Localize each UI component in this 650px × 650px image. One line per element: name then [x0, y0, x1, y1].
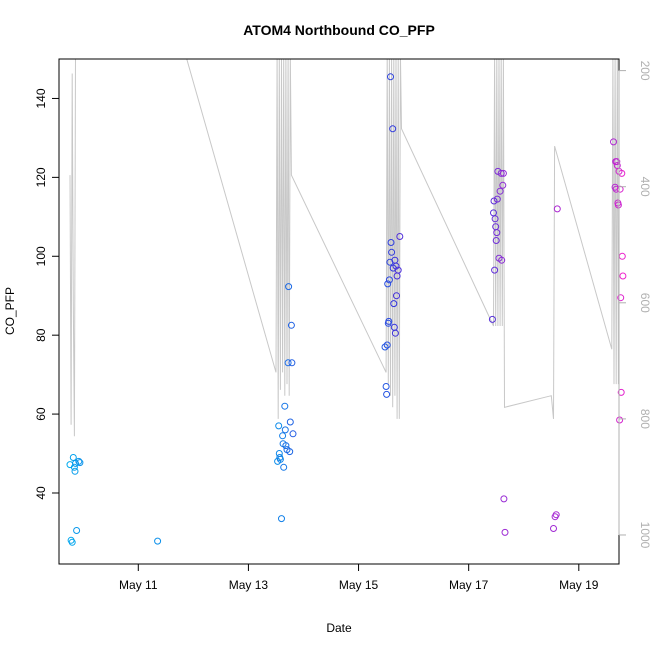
data-point	[285, 283, 293, 291]
altitude-line	[69, 59, 619, 437]
data-point	[552, 511, 560, 519]
chart-title: ATOM4 Northbound CO_PFP	[243, 22, 435, 38]
data-point	[493, 229, 501, 237]
data-point	[394, 266, 402, 274]
data-point	[614, 201, 622, 209]
data-point	[75, 457, 83, 465]
data-point	[388, 248, 396, 256]
data-point	[497, 169, 505, 177]
y-tick-label: 60	[34, 407, 48, 421]
data-point	[154, 537, 162, 545]
data-point	[391, 329, 399, 337]
data-point	[287, 321, 295, 329]
data-point	[499, 181, 507, 189]
data-point	[276, 455, 284, 463]
data-point	[278, 515, 285, 523]
data-point	[500, 495, 508, 503]
data-point	[382, 383, 390, 390]
data-point	[275, 422, 283, 430]
data-point	[281, 426, 289, 434]
data-point	[284, 359, 292, 367]
secondary-y-tick-label: 200	[638, 61, 650, 81]
data-point	[616, 416, 624, 424]
data-point	[492, 237, 500, 244]
data-point	[385, 317, 393, 325]
data-point	[71, 467, 79, 475]
data-point	[383, 390, 391, 398]
data-point	[384, 280, 392, 288]
data-point	[396, 233, 404, 240]
data-point	[69, 454, 77, 461]
data-point	[491, 266, 499, 274]
data-point	[493, 195, 501, 203]
data-point	[70, 463, 78, 471]
data-point	[488, 315, 496, 323]
data-point	[390, 300, 398, 308]
data-point	[383, 341, 391, 349]
secondary-y-tick-label: 1000	[638, 522, 650, 549]
data-point	[393, 292, 400, 300]
plot-frame	[58, 58, 620, 565]
data-point	[616, 185, 624, 193]
data-point	[76, 459, 84, 467]
y-tick-label: 40	[34, 486, 48, 500]
data-point	[389, 125, 397, 133]
data-point	[610, 138, 617, 146]
data-point	[385, 276, 393, 284]
data-point	[491, 215, 499, 223]
data-point	[618, 252, 626, 260]
data-point	[496, 187, 504, 195]
data-point	[280, 463, 288, 471]
data-point	[550, 525, 557, 532]
y-tick-label: 80	[34, 328, 48, 342]
co-pfp-points	[66, 73, 627, 546]
data-point	[499, 169, 507, 177]
data-point	[617, 294, 625, 302]
data-point	[501, 528, 509, 536]
data-point	[286, 448, 294, 456]
y-axis-label: CO_PFP	[3, 287, 17, 335]
x-tick-label: May 19	[559, 578, 599, 592]
data-point	[282, 442, 290, 450]
secondary-y-axis: 200 400 600 800 1000	[618, 61, 650, 549]
data-point	[498, 256, 506, 264]
x-axis: May 11 May 13 May 15 May 17 May 19	[119, 564, 599, 592]
y-tick-label: 120	[34, 167, 48, 187]
data-point	[68, 538, 76, 546]
data-point	[619, 272, 627, 280]
data-point	[553, 205, 561, 213]
data-point	[381, 343, 389, 351]
data-point	[289, 430, 297, 438]
x-tick-label: May 13	[229, 578, 269, 592]
data-point	[279, 432, 287, 440]
data-point	[617, 388, 625, 396]
data-point	[613, 158, 621, 166]
data-point	[288, 359, 296, 367]
x-axis-label: Date	[326, 621, 352, 635]
data-point	[387, 73, 394, 81]
x-tick-label: May 11	[119, 578, 158, 592]
data-point	[73, 527, 81, 534]
y-tick-label: 100	[34, 246, 48, 266]
altitude-series	[69, 59, 619, 437]
secondary-y-tick-label: 400	[638, 177, 650, 197]
secondary-y-tick-label: 800	[638, 409, 650, 429]
data-point	[66, 461, 74, 469]
x-tick-label: May 17	[449, 578, 489, 592]
data-point	[281, 402, 289, 410]
y-tick-label: 140	[34, 88, 48, 108]
data-point	[286, 418, 294, 426]
data-point	[387, 239, 395, 246]
x-tick-label: May 15	[339, 578, 379, 592]
data-point	[392, 262, 400, 270]
y-axis: 40 60 80 100 120 140	[34, 88, 59, 500]
secondary-y-tick-label: 600	[638, 293, 650, 313]
